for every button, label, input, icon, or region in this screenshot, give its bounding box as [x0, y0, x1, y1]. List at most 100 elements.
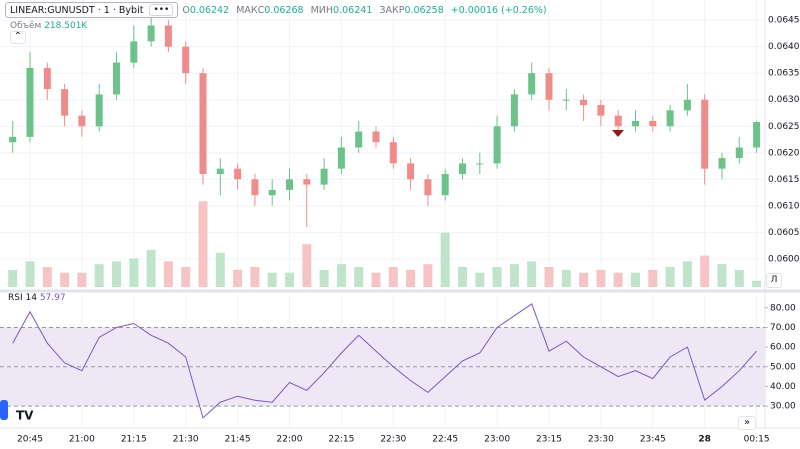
volume-bar — [423, 264, 433, 287]
candle-body — [459, 163, 466, 175]
marks — [8, 14, 762, 419]
volume-bar — [700, 255, 710, 287]
volume-bar — [215, 252, 225, 287]
time-tick-label: 23:00 — [484, 435, 510, 445]
candle-body — [632, 120, 639, 127]
symbol: LINEAR:GUNUSDT · 1 · Bybit — [10, 4, 144, 16]
candle-body — [389, 142, 397, 164]
rsi-legend: RSI 14 57.97 — [8, 293, 66, 303]
candle-body — [337, 147, 345, 169]
volume-bar — [388, 267, 398, 287]
volume-bar — [371, 272, 381, 287]
volume-bar — [613, 272, 623, 287]
volume-bar — [544, 267, 554, 287]
volume-bar — [492, 267, 502, 287]
collapse-button[interactable]: ⌃ — [10, 31, 26, 44]
volume-bar — [25, 261, 35, 287]
candle-body — [528, 73, 536, 95]
symbol-box[interactable]: LINEAR:GUNUSDT · 1 · Bybit ••• — [5, 2, 179, 18]
volume-bar — [509, 264, 519, 287]
time-tick-label: 23:30 — [588, 435, 614, 445]
candle-body — [701, 99, 709, 169]
time-tick-label: 00:15 — [744, 435, 770, 445]
volume-bar — [665, 267, 675, 287]
volume-bar — [475, 272, 485, 287]
volume-bar — [734, 269, 744, 287]
ohlc-label: МИН — [310, 4, 334, 16]
volume-name: Объём — [10, 21, 42, 31]
legend-header: LINEAR:GUNUSDT · 1 · Bybit ••• О0.06242 М… — [5, 2, 551, 18]
volume-bar — [527, 261, 537, 287]
candle-body — [26, 67, 34, 137]
candle-body — [562, 99, 570, 101]
candle-body — [43, 67, 51, 90]
grid — [0, 0, 765, 428]
candle-body — [372, 131, 380, 143]
volume-bar — [752, 280, 762, 287]
candle-body — [95, 94, 103, 127]
log-button[interactable]: Л — [766, 273, 782, 288]
candle-body — [476, 163, 484, 165]
candle-body — [251, 179, 259, 196]
scroll-button[interactable]: » — [738, 416, 756, 430]
ohlc-value: 0.06258 — [404, 4, 444, 16]
time-tick-label: 28 — [698, 435, 711, 445]
volume-bar — [682, 261, 692, 287]
volume-bar — [458, 267, 467, 287]
volume-bar — [60, 272, 70, 287]
candle-body — [355, 131, 363, 148]
volume-bar — [233, 269, 243, 287]
candle-body — [441, 174, 449, 196]
candle-body — [286, 179, 293, 190]
candle-body — [199, 73, 207, 175]
ohlc: О0.06242 МАКС0.06268 МИН0.06241 ЗАКР0.06… — [182, 5, 550, 16]
volume-bar — [198, 201, 208, 287]
candle-body — [666, 110, 674, 127]
ohlc-value: 0.06241 — [333, 4, 373, 16]
ohlc-label: МАКС — [236, 4, 265, 16]
volume-bar — [336, 264, 346, 287]
time-tick-label: 22:30 — [380, 435, 406, 445]
candle-body — [597, 105, 605, 116]
candle-body — [753, 122, 761, 148]
candle-body — [649, 120, 657, 127]
candle-body — [303, 179, 311, 185]
volume-bar — [302, 244, 312, 287]
time-tick-label: 21:30 — [173, 435, 199, 445]
volume-bar — [250, 267, 260, 287]
candle-body — [113, 62, 120, 95]
time-tick-label: 21:15 — [121, 435, 147, 445]
rsi-tick-label: 30.00 — [770, 402, 796, 412]
time-tick-label: 21:45 — [225, 435, 251, 445]
logo: 𝗧𝗩 — [16, 409, 34, 423]
candle-body — [614, 115, 622, 127]
candle-body — [510, 94, 518, 127]
time-tick-label: 22:15 — [328, 435, 354, 445]
candle-body — [182, 46, 190, 74]
candle-body — [78, 115, 86, 127]
time-tick-label: 22:00 — [277, 435, 303, 445]
volume-bar — [561, 269, 571, 287]
rsi-tick-label: 70.00 — [770, 323, 796, 333]
candle-body — [493, 126, 501, 164]
side-toggle[interactable] — [0, 400, 8, 420]
time-tick-label: 20:45 — [17, 435, 43, 445]
time-tick-label: 23:15 — [536, 435, 562, 445]
volume-legend: Объём 218.501K — [10, 21, 87, 31]
candle-body — [545, 73, 553, 100]
ohlc-value: 0.06242 — [189, 4, 230, 16]
change: +0.00016 (+0.26%) — [450, 4, 547, 16]
volume-bar — [146, 249, 156, 287]
menu-button[interactable]: ••• — [149, 4, 174, 16]
candle-body — [130, 41, 138, 63]
volume-bar — [579, 272, 589, 287]
rsi-tick-label: 50.00 — [770, 362, 796, 372]
volume-bar — [717, 264, 727, 287]
